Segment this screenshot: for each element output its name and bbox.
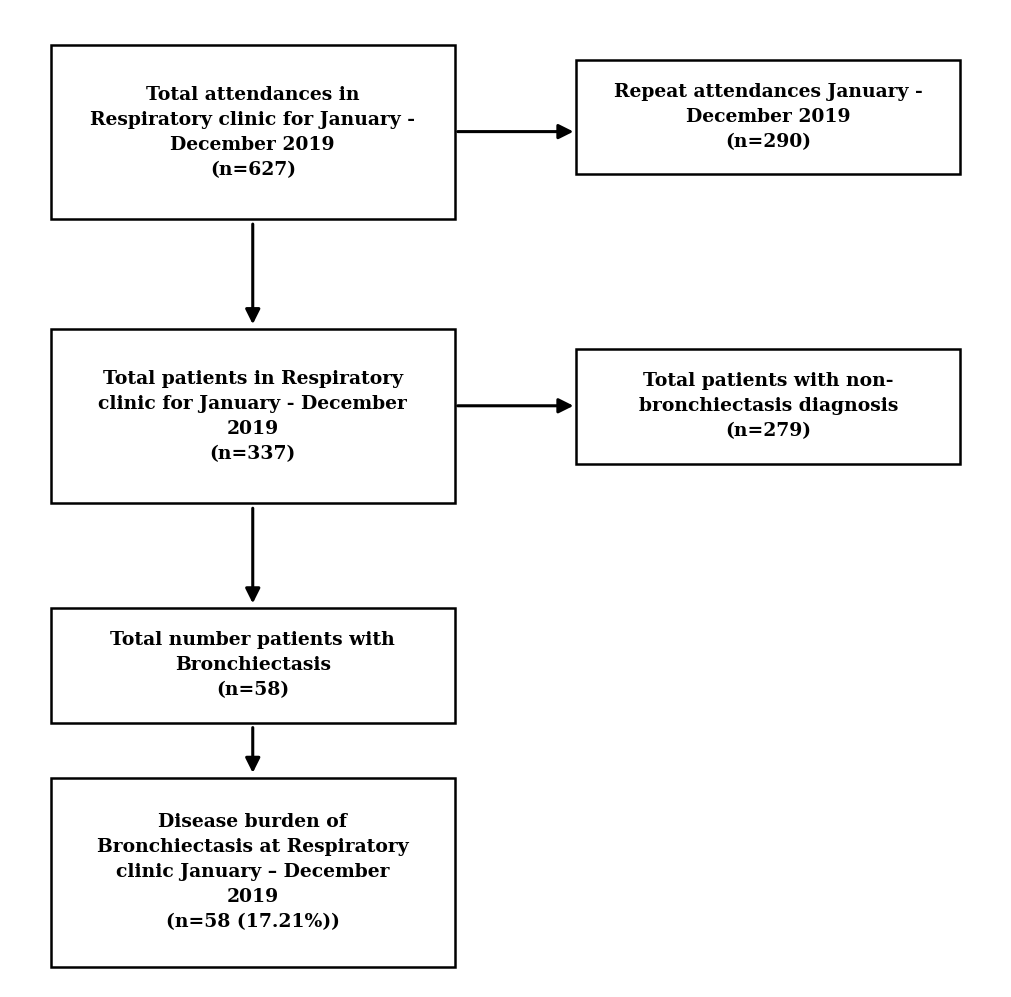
FancyBboxPatch shape [51, 45, 455, 219]
Text: Total attendances in
Respiratory clinic for January -
December 2019
(n=627): Total attendances in Respiratory clinic … [90, 86, 416, 178]
Text: Total patients with non-
bronchiectasis diagnosis
(n=279): Total patients with non- bronchiectasis … [639, 372, 898, 441]
Text: Disease burden of
Bronchiectasis at Respiratory
clinic January – December
2019
(: Disease burden of Bronchiectasis at Resp… [97, 814, 408, 931]
FancyBboxPatch shape [576, 349, 960, 464]
FancyBboxPatch shape [576, 60, 960, 174]
FancyBboxPatch shape [51, 329, 455, 503]
FancyBboxPatch shape [51, 778, 455, 967]
Text: Total number patients with
Bronchiectasis
(n=58): Total number patients with Bronchiectasi… [110, 631, 395, 700]
FancyBboxPatch shape [51, 608, 455, 723]
Text: Total patients in Respiratory
clinic for January - December
2019
(n=337): Total patients in Respiratory clinic for… [98, 370, 407, 463]
Text: Repeat attendances January -
December 2019
(n=290): Repeat attendances January - December 20… [614, 83, 923, 152]
